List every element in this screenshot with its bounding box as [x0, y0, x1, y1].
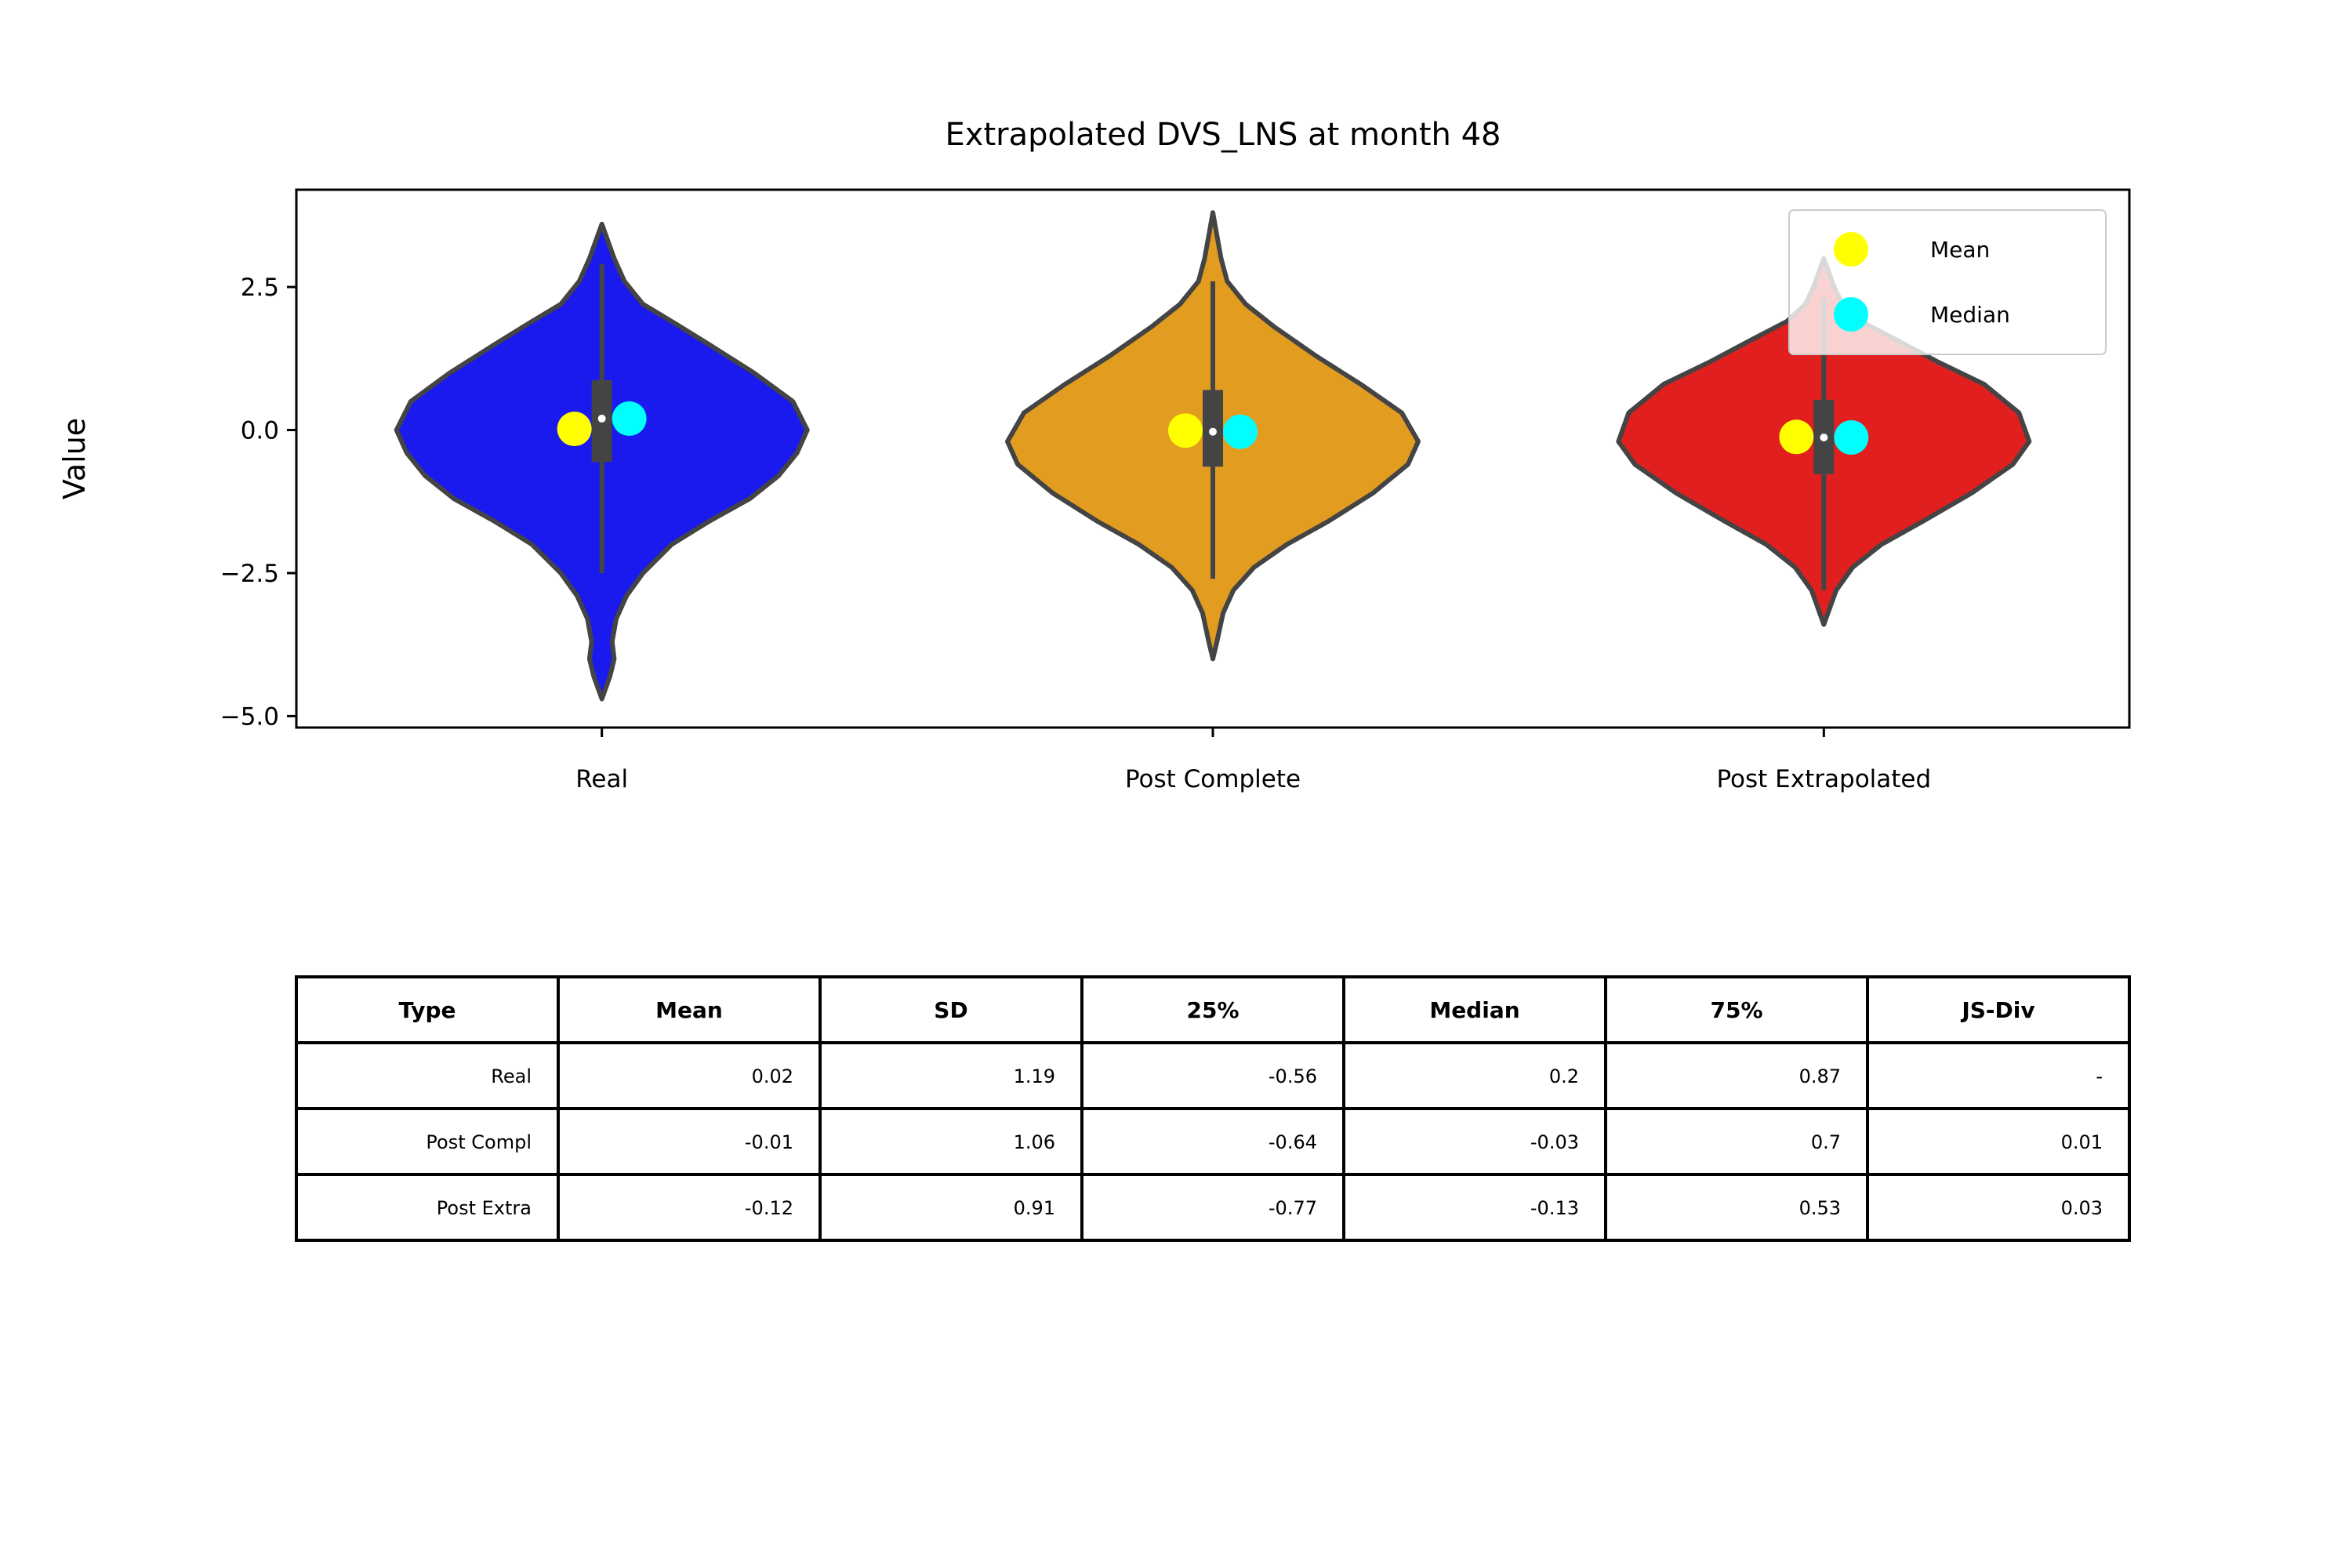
legend-box — [1788, 209, 2107, 355]
violins-layer — [394, 210, 2032, 702]
table-cell: Post Compl — [426, 1131, 532, 1153]
table-cell: 0.03 — [2061, 1197, 2103, 1219]
mean-point — [557, 412, 592, 447]
mean-point — [1779, 419, 1814, 455]
table-header-cell: Mean — [655, 997, 723, 1023]
y-tick-label: −2.5 — [220, 560, 279, 588]
table-cell: -0.12 — [745, 1197, 793, 1219]
table-cell: Post Extra — [437, 1197, 532, 1219]
table-cell: -0.01 — [745, 1131, 793, 1153]
median-point — [612, 401, 647, 436]
table-header-cell: Type — [398, 997, 456, 1023]
chart-title: Extrapolated DVS_LNS at month 48 — [946, 117, 1501, 153]
x-tick-label: Post Extrapolated — [1716, 765, 1931, 793]
median-marker — [597, 414, 606, 423]
table-cell: -0.56 — [1269, 1065, 1317, 1087]
median-point — [1223, 414, 1258, 449]
table-cell: 0.91 — [1014, 1197, 1055, 1219]
table-cell: 0.53 — [1799, 1197, 1841, 1219]
stats-table: Type Mean SD 25% Median 75% JS-Div Real 0.02 1.19… — [295, 975, 2131, 1242]
median-point — [1834, 419, 1869, 455]
legend-label: Median — [1930, 302, 2010, 328]
mean-point — [1168, 413, 1203, 448]
table-header-cell: SD — [934, 997, 967, 1023]
legend-marker — [1834, 297, 1868, 332]
table-header-cell: 25% — [1186, 997, 1239, 1023]
legend-marker — [1834, 232, 1868, 267]
x-tick-label: Real — [575, 765, 628, 793]
y-tick-label: −5.0 — [220, 702, 279, 731]
y-tick-label: 2.5 — [241, 274, 279, 302]
y-axis-label: Value — [57, 418, 92, 499]
legend: Mean Median — [1788, 209, 2107, 355]
table-cell: 0.7 — [1811, 1131, 1841, 1153]
table-cell: 0.87 — [1799, 1065, 1841, 1087]
x-tick-label: Post Complete — [1125, 765, 1301, 793]
median-marker — [1820, 433, 1828, 441]
table-header-cell: 75% — [1710, 997, 1762, 1023]
table-header-cell: JS-Div — [1960, 997, 2034, 1023]
axes: Real Post Complete Post Extrapolated 2.5 0.0… — [220, 188, 2131, 793]
legend-label: Mean — [1930, 237, 1990, 263]
table-cell: - — [2096, 1065, 2103, 1087]
table-cell: 1.19 — [1014, 1065, 1055, 1087]
table-cell: -0.77 — [1269, 1197, 1317, 1219]
table-cell: 0.2 — [1549, 1065, 1579, 1087]
table-cell: -0.64 — [1269, 1131, 1317, 1153]
table-cell: 0.01 — [2061, 1131, 2103, 1153]
plot-frame — [295, 188, 2131, 729]
median-marker — [1209, 427, 1217, 436]
table-cell: 1.06 — [1014, 1131, 1055, 1153]
y-tick-label: 0.0 — [241, 417, 279, 445]
table-cell: Real — [491, 1065, 532, 1087]
table-cell: -0.13 — [1530, 1197, 1579, 1219]
table-cell: -0.03 — [1530, 1131, 1579, 1153]
table-cell: 0.02 — [752, 1065, 793, 1087]
table-header-cell: Median — [1429, 997, 1519, 1023]
